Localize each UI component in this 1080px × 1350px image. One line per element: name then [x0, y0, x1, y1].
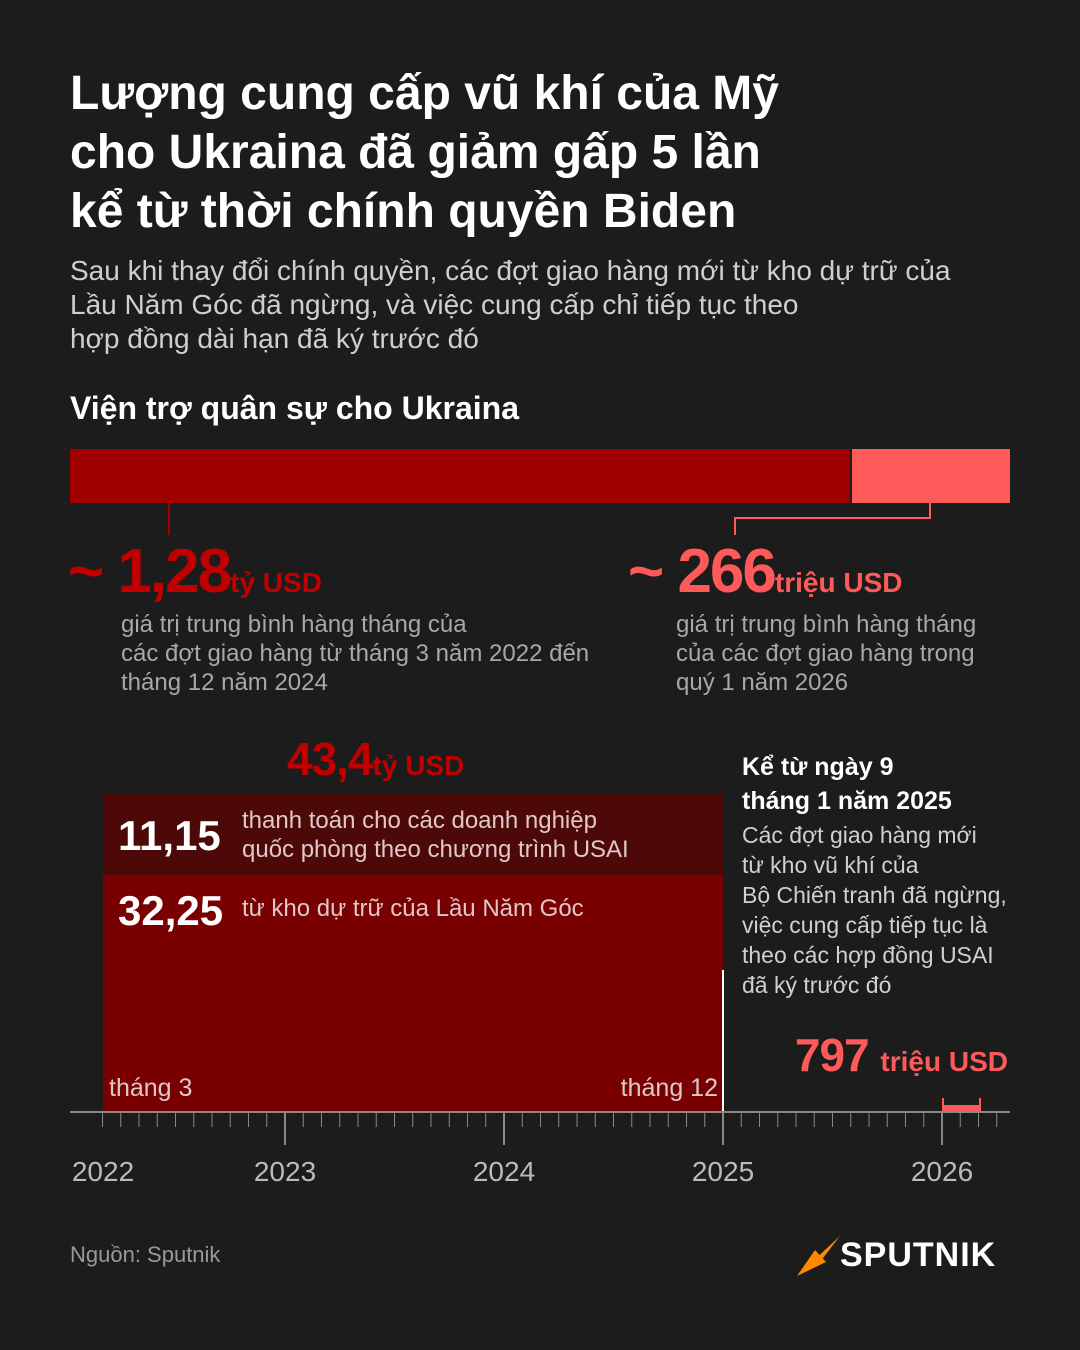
line: quý 1 năm 2026: [676, 669, 849, 696]
line: các đợt giao hàng từ tháng 3 năm 2022 đế…: [121, 640, 590, 667]
month-label: tháng 12: [620, 1074, 718, 1102]
prefix: ~: [68, 537, 104, 606]
stock-block: [103, 875, 723, 1112]
title-line: cho Ukraina đã giảm gấp 5 lần: [70, 126, 761, 179]
line: quốc phòng theo chương trình USAI: [242, 836, 629, 863]
usai-block: [103, 793, 723, 875]
line: giá trị trung bình hàng tháng của: [121, 611, 467, 638]
title: Lượng cung cấp vũ khí của Mỹ cho Ukraina…: [70, 64, 779, 241]
note-text: Các đợt giao hàng mới từ kho vũ khí của …: [742, 820, 1007, 1000]
year-label: 2026: [910, 1156, 974, 1187]
line: theo các hợp đồng USAI: [742, 942, 994, 968]
value: 797: [794, 1029, 870, 1081]
prefix: ~: [628, 537, 664, 606]
title-line: Lượng cung cấp vũ khí của Mỹ: [70, 67, 779, 120]
unit: triệu USD: [774, 567, 903, 598]
bar-biden: [70, 449, 850, 503]
logo-icon: [797, 1236, 840, 1276]
year-label: 2025: [691, 1156, 755, 1187]
logo: SPUTNIK: [840, 1236, 997, 1274]
month-label: tháng 3: [109, 1074, 193, 1102]
monthly-description: giá trị trung bình hàng tháng của các đợ…: [121, 610, 589, 697]
value: 1,28: [117, 537, 232, 606]
line: từ kho dự trữ của Lầu Năm Góc: [242, 895, 584, 922]
note-title: Kể từ ngày 9 tháng 1 năm 2025: [742, 750, 952, 818]
monthly-value: ~ 1,28tỷ USD: [68, 536, 322, 607]
line: tháng 1 năm 2025: [742, 787, 952, 815]
subtitle-line: Sau khi thay đổi chính quyền, các đợt gi…: [70, 255, 951, 286]
year-label: 2023: [253, 1156, 317, 1187]
bar-2026: [852, 449, 1010, 503]
line: Bộ Chiến tranh đã ngừng,: [742, 882, 1007, 908]
pointer: [734, 503, 931, 535]
line: đã ký trước đó: [742, 972, 892, 998]
unit: tỷ USD: [372, 750, 465, 781]
part-value: 11,15: [118, 812, 221, 859]
title-line: kể từ thời chính quyền Biden: [70, 185, 737, 238]
subtitle-line: hợp đồng dài hạn đã ký trước đó: [70, 323, 479, 354]
line: từ kho vũ khí của: [742, 852, 919, 878]
part-label: thanh toán cho các doanh nghiệp quốc phò…: [242, 806, 629, 864]
recent: 797 triệu USD: [795, 1028, 1008, 1082]
unit: tỷ USD: [230, 567, 322, 598]
unit: triệu USD: [880, 1046, 1008, 1077]
line: của các đợt giao hàng trong: [676, 640, 975, 667]
source: Nguồn: Sputnik: [70, 1242, 221, 1267]
part-label: từ kho dự trữ của Lầu Năm Góc: [242, 894, 584, 923]
line: thanh toán cho các doanh nghiệp: [242, 807, 597, 834]
line: giá trị trung bình hàng tháng: [676, 611, 977, 638]
total: 43,4tỷ USD: [287, 732, 464, 786]
subtitle-line: Lầu Năm Góc đã ngừng, và việc cung cấp c…: [70, 289, 799, 320]
value: 266: [677, 537, 776, 606]
line: việc cung cấp tiếp tục là: [742, 912, 988, 938]
monthly-value: ~ 266triệu USD: [628, 536, 902, 607]
year-label: 2022: [71, 1156, 135, 1187]
year-label: 2024: [472, 1156, 536, 1187]
line: Các đợt giao hàng mới: [742, 822, 977, 848]
timeline-axis: [70, 1111, 1010, 1145]
line: tháng 12 năm 2024: [121, 669, 328, 696]
section-title: Viện trợ quân sự cho Ukraina: [70, 390, 519, 426]
monthly-description: giá trị trung bình hàng tháng của các đợ…: [676, 610, 976, 697]
value: 43,4: [287, 733, 374, 785]
part-value: 32,25: [118, 887, 224, 934]
subtitle: Sau khi thay đổi chính quyền, các đợt gi…: [70, 254, 951, 356]
line: Kể từ ngày 9: [742, 753, 894, 781]
recent-bar: [943, 1105, 980, 1112]
